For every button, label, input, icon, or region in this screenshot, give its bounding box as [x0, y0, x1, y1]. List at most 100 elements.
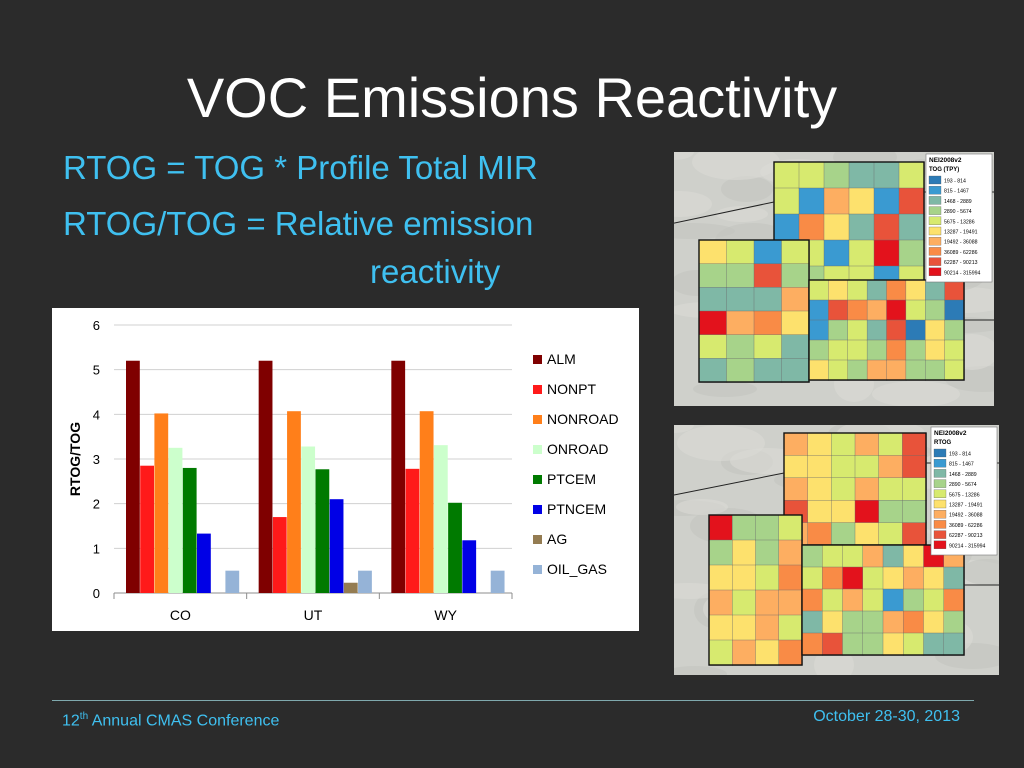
y-tick-label: 0	[93, 586, 100, 601]
colorado-county	[866, 299, 888, 321]
wyoming-county	[807, 455, 833, 479]
colorado-county	[847, 339, 868, 361]
y-tick-label: 3	[93, 452, 100, 467]
map-rtog: NEI2008v2 RTOG 193 - 814 815 - 1467 1468 - 2…	[674, 425, 999, 675]
wyoming-county	[831, 499, 856, 524]
utah-county	[778, 614, 803, 641]
utah-county	[698, 334, 728, 360]
wyoming-county	[807, 522, 833, 546]
map-legend-subtitle: RTOG	[934, 440, 952, 446]
bar-ptncem-co	[197, 533, 211, 593]
bar-nonroad-ut	[287, 411, 301, 593]
colorado-county	[886, 319, 907, 341]
colorado-county	[866, 279, 888, 301]
colorado-county	[882, 632, 904, 656]
wyoming-county	[783, 432, 809, 457]
colorado-county	[808, 279, 830, 301]
utah-county	[726, 263, 755, 289]
map-legend-label: 1468 - 2889	[944, 199, 972, 205]
terrain-shade	[716, 206, 768, 222]
wyoming-county	[898, 161, 925, 189]
bullet-relative-reactivity: RTOG/TOG = Relative emission	[63, 205, 534, 242]
colorado-county	[842, 566, 864, 590]
terrain-shade	[674, 152, 694, 160]
colorado-county	[925, 299, 946, 321]
utah-county	[778, 639, 803, 666]
colorado-county	[903, 588, 925, 612]
y-axis-label: RTOG/TOG	[67, 422, 83, 496]
map-legend-swatch	[933, 489, 947, 498]
utah-county	[726, 358, 755, 383]
wyoming-county	[831, 455, 856, 479]
map-legend-label: 62287 - 90213	[949, 533, 983, 539]
wyoming-county	[902, 477, 927, 501]
colorado-county	[905, 319, 926, 341]
colorado-county	[822, 566, 844, 590]
wyoming-county	[873, 239, 900, 267]
legend-label-ag: AG	[547, 531, 567, 547]
map-legend-swatch	[933, 479, 947, 488]
colorado-county	[903, 566, 925, 590]
terrain-shade	[676, 499, 728, 515]
colorado-county	[882, 566, 904, 590]
slide-title: VOC Emissions Reactivity	[186, 66, 838, 129]
colorado-county	[828, 319, 849, 341]
map-legend: NEI2008v2 RTOG 193 - 814 815 - 1467 1468 - 2…	[930, 426, 998, 556]
utah-county	[755, 614, 780, 641]
wyoming-county	[902, 499, 927, 524]
utah-county	[708, 564, 733, 591]
legend-swatch-onroad	[533, 445, 542, 454]
colorado-county	[862, 566, 884, 590]
map-legend-label: 13287 - 19491	[949, 503, 983, 509]
colorado-county	[882, 588, 904, 612]
colorado-county	[801, 566, 823, 590]
colorado-county	[828, 339, 849, 361]
colorado-county	[828, 279, 849, 301]
bar-oil_gas-co	[225, 570, 240, 593]
terrain-shade	[693, 381, 757, 397]
utah-county	[753, 239, 783, 265]
colorado-county	[862, 610, 884, 634]
wyoming-county	[848, 213, 875, 241]
map-legend-swatch	[933, 520, 947, 529]
colorado-county	[828, 359, 849, 381]
wyoming-county	[902, 432, 927, 457]
utah-county	[755, 639, 780, 666]
utah-county	[753, 334, 783, 360]
utah-county	[778, 514, 803, 541]
colorado-county	[842, 544, 864, 568]
legend-label-ptcem: PTCEM	[547, 471, 596, 487]
terrain-shade	[674, 666, 727, 675]
wyoming-county	[823, 161, 850, 189]
map-legend-swatch	[933, 469, 947, 478]
bar-onroad-co	[168, 447, 183, 593]
colorado-county	[808, 339, 830, 361]
y-tick-label: 6	[93, 318, 100, 333]
colorado-county	[903, 610, 925, 634]
wyoming-county	[878, 477, 904, 501]
utah-county	[732, 639, 757, 666]
map-legend-swatch	[933, 510, 947, 519]
colorado-county	[801, 610, 823, 634]
legend-label-onroad: ONROAD	[547, 441, 608, 457]
colorado-county	[882, 544, 904, 568]
legend-label-alm: ALM	[547, 351, 576, 367]
colorado-county	[862, 544, 884, 568]
legend-swatch-nonpt	[533, 385, 542, 394]
footer-divider	[52, 700, 974, 701]
utah-county	[753, 263, 783, 289]
map-legend-swatch	[928, 226, 942, 236]
y-tick-label: 2	[93, 497, 100, 512]
map-legend-swatch	[933, 540, 947, 549]
colorado-county	[847, 279, 868, 301]
legend-swatch-oil_gas	[533, 565, 542, 574]
footer-conference: 12th Annual CMAS Conference	[62, 706, 279, 732]
map-legend-label: 193 - 814	[949, 452, 971, 458]
colorado-county	[866, 339, 888, 361]
colorado-county	[925, 339, 946, 361]
bullet-rtog-formula: RTOG = TOG * Profile Total MIR	[63, 149, 538, 186]
colorado-county	[822, 610, 844, 634]
colorado-county	[903, 632, 925, 656]
colorado-county	[943, 588, 965, 612]
wyoming-county	[831, 477, 856, 501]
